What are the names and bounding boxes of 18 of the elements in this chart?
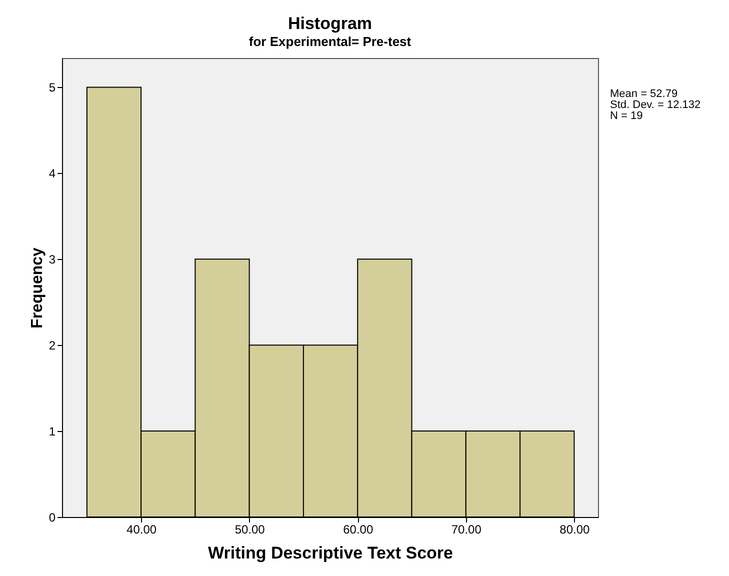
text: Std. Dev. = 12.132 bbox=[610, 99, 701, 111]
x-tick-label: 50.00 bbox=[234, 522, 266, 536]
x-tick-label: 70.00 bbox=[451, 522, 482, 536]
y-tick-label: 5 bbox=[48, 80, 56, 95]
y-axis-title: Frequency bbox=[28, 247, 46, 328]
x-tick-label: 40.00 bbox=[126, 522, 157, 536]
text: Mean = 52.79 bbox=[610, 88, 678, 100]
y-tick-label: 3 bbox=[48, 252, 56, 267]
chart-subtitle: for Experimental= Pre-test bbox=[248, 34, 412, 49]
text: N = 19 bbox=[610, 110, 643, 122]
x-tick-label: 80.00 bbox=[560, 522, 590, 536]
y-tick-label: 0 bbox=[48, 510, 56, 524]
chart-title: Histogram bbox=[288, 14, 372, 33]
y-tick-label: 2 bbox=[48, 338, 56, 353]
y-tick-label: 1 bbox=[48, 424, 56, 439]
y-tick-label: 4 bbox=[48, 166, 56, 181]
x-axis-title: Writing Descriptive Text Score bbox=[208, 544, 453, 562]
x-tick-label: 60.00 bbox=[343, 522, 374, 536]
